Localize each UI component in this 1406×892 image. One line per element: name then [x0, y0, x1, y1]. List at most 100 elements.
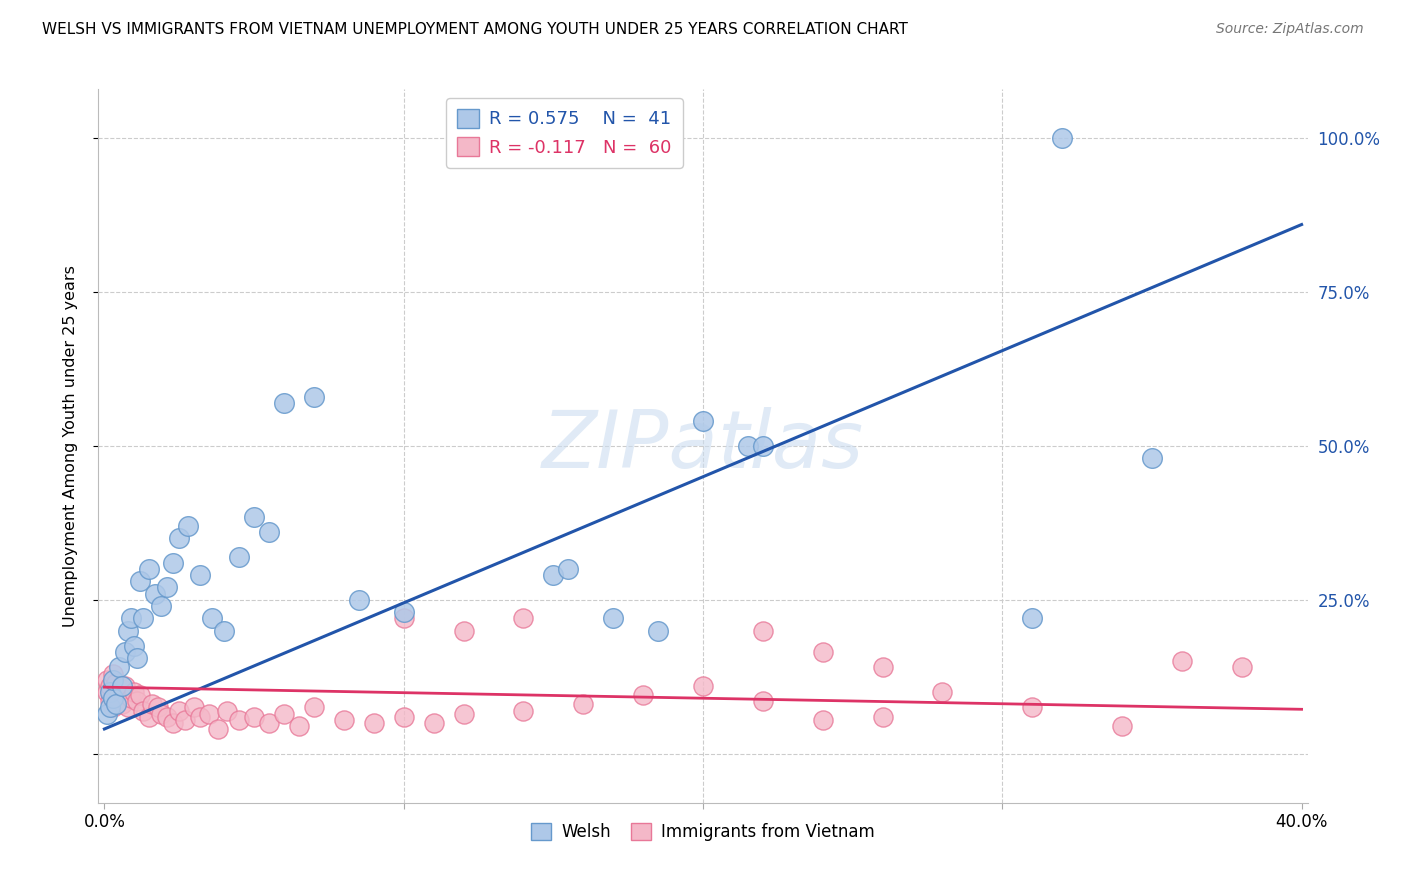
- Point: [100, 679, 122, 693]
- Point: [167, 531, 190, 545]
- Point: [543, 568, 565, 582]
- Point: [217, 704, 239, 718]
- Point: [243, 509, 266, 524]
- Point: [117, 624, 139, 638]
- Point: [811, 713, 834, 727]
- Point: [143, 587, 166, 601]
- Point: [228, 713, 250, 727]
- Point: [114, 679, 136, 693]
- Point: [132, 611, 155, 625]
- Point: [392, 709, 415, 723]
- Point: [174, 713, 197, 727]
- Point: [1140, 451, 1163, 466]
- Point: [198, 706, 221, 721]
- Point: [631, 688, 654, 702]
- Point: [103, 673, 125, 687]
- Point: [177, 519, 200, 533]
- Point: [156, 581, 179, 595]
- Legend: Welsh, Immigrants from Vietnam: Welsh, Immigrants from Vietnam: [524, 816, 882, 848]
- Point: [103, 666, 125, 681]
- Point: [129, 574, 152, 589]
- Point: [108, 660, 131, 674]
- Point: [111, 679, 134, 693]
- Point: [212, 624, 235, 638]
- Point: [572, 698, 595, 712]
- Point: [228, 549, 250, 564]
- Point: [188, 709, 211, 723]
- Point: [96, 706, 118, 721]
- Point: [1021, 611, 1043, 625]
- Point: [96, 685, 118, 699]
- Point: [120, 691, 142, 706]
- Point: [100, 685, 122, 699]
- Point: [105, 691, 128, 706]
- Point: [872, 660, 894, 674]
- Point: [150, 599, 173, 613]
- Point: [422, 715, 444, 730]
- Text: WELSH VS IMMIGRANTS FROM VIETNAM UNEMPLOYMENT AMONG YOUTH UNDER 25 YEARS CORRELA: WELSH VS IMMIGRANTS FROM VIETNAM UNEMPLO…: [42, 22, 908, 37]
- Point: [752, 439, 775, 453]
- Point: [100, 694, 122, 708]
- Point: [124, 685, 146, 699]
- Point: [114, 645, 136, 659]
- Point: [288, 719, 311, 733]
- Point: [273, 706, 295, 721]
- Point: [127, 694, 149, 708]
- Point: [557, 562, 579, 576]
- Point: [96, 673, 118, 687]
- Point: [737, 439, 759, 453]
- Point: [124, 639, 146, 653]
- Point: [127, 651, 149, 665]
- Point: [257, 715, 280, 730]
- Point: [108, 688, 131, 702]
- Point: [141, 698, 163, 712]
- Point: [156, 709, 179, 723]
- Point: [692, 679, 714, 693]
- Point: [692, 414, 714, 428]
- Point: [132, 704, 155, 718]
- Point: [100, 700, 122, 714]
- Point: [138, 562, 160, 576]
- Text: ZIPatlas: ZIPatlas: [541, 407, 865, 485]
- Point: [1230, 660, 1253, 674]
- Point: [105, 698, 128, 712]
- Point: [243, 709, 266, 723]
- Point: [1171, 654, 1194, 668]
- Point: [333, 713, 356, 727]
- Point: [138, 709, 160, 723]
- Y-axis label: Unemployment Among Youth under 25 years: Unemployment Among Youth under 25 years: [63, 265, 77, 627]
- Point: [111, 681, 134, 696]
- Point: [105, 676, 128, 690]
- Point: [811, 645, 834, 659]
- Point: [752, 694, 775, 708]
- Point: [302, 390, 325, 404]
- Point: [1021, 700, 1043, 714]
- Point: [129, 688, 152, 702]
- Text: Source: ZipAtlas.com: Source: ZipAtlas.com: [1216, 22, 1364, 37]
- Point: [273, 396, 295, 410]
- Point: [103, 691, 125, 706]
- Point: [512, 704, 534, 718]
- Point: [1050, 131, 1073, 145]
- Point: [117, 700, 139, 714]
- Point: [931, 685, 953, 699]
- Point: [207, 722, 229, 736]
- Point: [183, 700, 205, 714]
- Point: [392, 605, 415, 619]
- Point: [512, 611, 534, 625]
- Point: [162, 715, 184, 730]
- Point: [257, 525, 280, 540]
- Point: [103, 700, 125, 714]
- Point: [647, 624, 669, 638]
- Point: [120, 611, 142, 625]
- Point: [302, 700, 325, 714]
- Point: [363, 715, 385, 730]
- Point: [752, 624, 775, 638]
- Point: [201, 611, 224, 625]
- Point: [453, 706, 475, 721]
- Point: [872, 709, 894, 723]
- Point: [347, 592, 370, 607]
- Point: [111, 698, 134, 712]
- Point: [392, 611, 415, 625]
- Point: [602, 611, 624, 625]
